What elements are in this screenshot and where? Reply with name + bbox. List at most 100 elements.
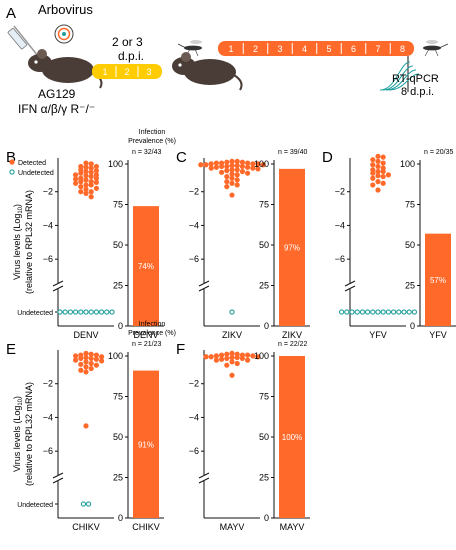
detected-point (229, 192, 235, 198)
detected-point (234, 182, 240, 188)
long-day-step: 4 (302, 44, 307, 54)
detected-point (83, 190, 89, 196)
axis-break (198, 280, 210, 287)
x-tick-label: CHIKV (72, 522, 100, 532)
detected-point (83, 364, 89, 370)
detected-point (88, 355, 94, 362)
detected-point (234, 360, 240, 367)
mouse-strain: AG129 (38, 87, 76, 101)
detected-point (229, 167, 235, 173)
y-tick-label: −6 (335, 254, 345, 264)
detected-point (198, 162, 204, 168)
detected-point (234, 177, 240, 183)
short-day-steps: 1 2 3 (102, 66, 152, 77)
qpcr-curves-icon (379, 56, 420, 92)
prevalence-bar (133, 370, 159, 518)
axis-break (198, 285, 210, 292)
detected-point (83, 168, 89, 175)
detected-point (78, 355, 84, 362)
undetected-point (411, 309, 418, 315)
sample-count-label: n = 22/22 (278, 341, 307, 348)
undetected-point (390, 309, 397, 315)
panel-letter: C (176, 149, 187, 166)
prevalence-tick-label: 25 (113, 473, 123, 483)
detected-point (229, 171, 235, 177)
legend-detected-marker (9, 159, 15, 165)
undetected-point (109, 309, 115, 315)
detected-point (88, 360, 94, 367)
axis-break (52, 472, 64, 479)
detected-point (245, 170, 251, 176)
prevalence-x-label: CHIKV (132, 522, 160, 532)
prevalence-tick-label: 0 (118, 321, 123, 331)
panel-letter: B (6, 149, 16, 166)
detected-point (250, 353, 256, 359)
prevalence-tick-label: 50 (113, 432, 123, 442)
detected-point (375, 179, 381, 185)
axis-break (198, 477, 210, 484)
prevalence-title: Prevalence (%) (128, 330, 176, 337)
detected-point (78, 184, 84, 190)
prevalence-tick-label: 0 (118, 513, 123, 523)
prevalence-x-label: MAYV (280, 522, 305, 532)
detected-point (78, 189, 84, 195)
assay-label: RT-qPCR (392, 73, 439, 85)
prevalence-bar (133, 206, 159, 326)
assay-time: 8 d.p.i. (401, 86, 434, 98)
axis-break (344, 280, 356, 287)
mouse-genotype: IFN α/β/γ R⁻/⁻ (18, 102, 95, 116)
detected-point (250, 165, 256, 171)
x-tick-label: DENV (73, 330, 98, 340)
undetected-point (57, 309, 63, 315)
panel-b: B −2 −4 −6 Undetected Virus levels (Log10) (re… (6, 129, 176, 340)
y-axis-label: Virus levels (Log10) (12, 204, 24, 280)
undetected-point (349, 309, 355, 315)
detected-point (93, 352, 99, 358)
detected-point (239, 163, 245, 170)
undetected-point (406, 309, 412, 315)
detected-point (93, 179, 99, 186)
detected-point (380, 173, 386, 180)
detected-point (380, 160, 386, 166)
short-day-step: 1 (102, 67, 107, 77)
undetected-point (229, 309, 235, 315)
detected-point (88, 351, 94, 357)
dpi-label-top: 2 or 3 (112, 35, 143, 49)
undetected-point (78, 309, 84, 315)
virus-label: Arbovirus (38, 2, 93, 17)
detected-point (370, 157, 376, 163)
detected-point (255, 161, 261, 167)
detected-point (255, 354, 261, 360)
detected-point (375, 158, 381, 164)
detected-point (370, 162, 376, 168)
detected-point (93, 185, 99, 191)
detected-point (224, 351, 230, 357)
panel-letter: F (176, 341, 185, 358)
y-tick-label: −4 (43, 220, 53, 230)
prevalence-tick-label: 50 (113, 240, 123, 250)
undetected-point (380, 309, 386, 315)
detected-point (88, 161, 94, 167)
axis-break (344, 285, 356, 292)
long-day-step: 5 (326, 44, 331, 54)
detected-point (213, 160, 219, 166)
mosquito-icon (177, 40, 202, 57)
detected-point (380, 180, 386, 186)
detected-point (88, 194, 94, 200)
prevalence-bar (279, 356, 305, 518)
detected-point (224, 163, 230, 170)
detected-point (260, 162, 266, 168)
detected-point (78, 179, 84, 185)
detected-point (229, 162, 235, 169)
short-day-step: 3 (146, 67, 151, 77)
prevalence-x-label: DENV (133, 330, 158, 340)
undetected-point (72, 309, 79, 315)
detected-point (219, 356, 225, 362)
axis-break (52, 280, 64, 287)
long-day-step: 1 (228, 44, 233, 54)
detected-point (88, 165, 94, 171)
detected-point (78, 170, 84, 176)
y-tick-label: −2 (43, 187, 53, 197)
legend-detected-label: Detected (18, 160, 46, 167)
undetected-point (396, 309, 402, 315)
